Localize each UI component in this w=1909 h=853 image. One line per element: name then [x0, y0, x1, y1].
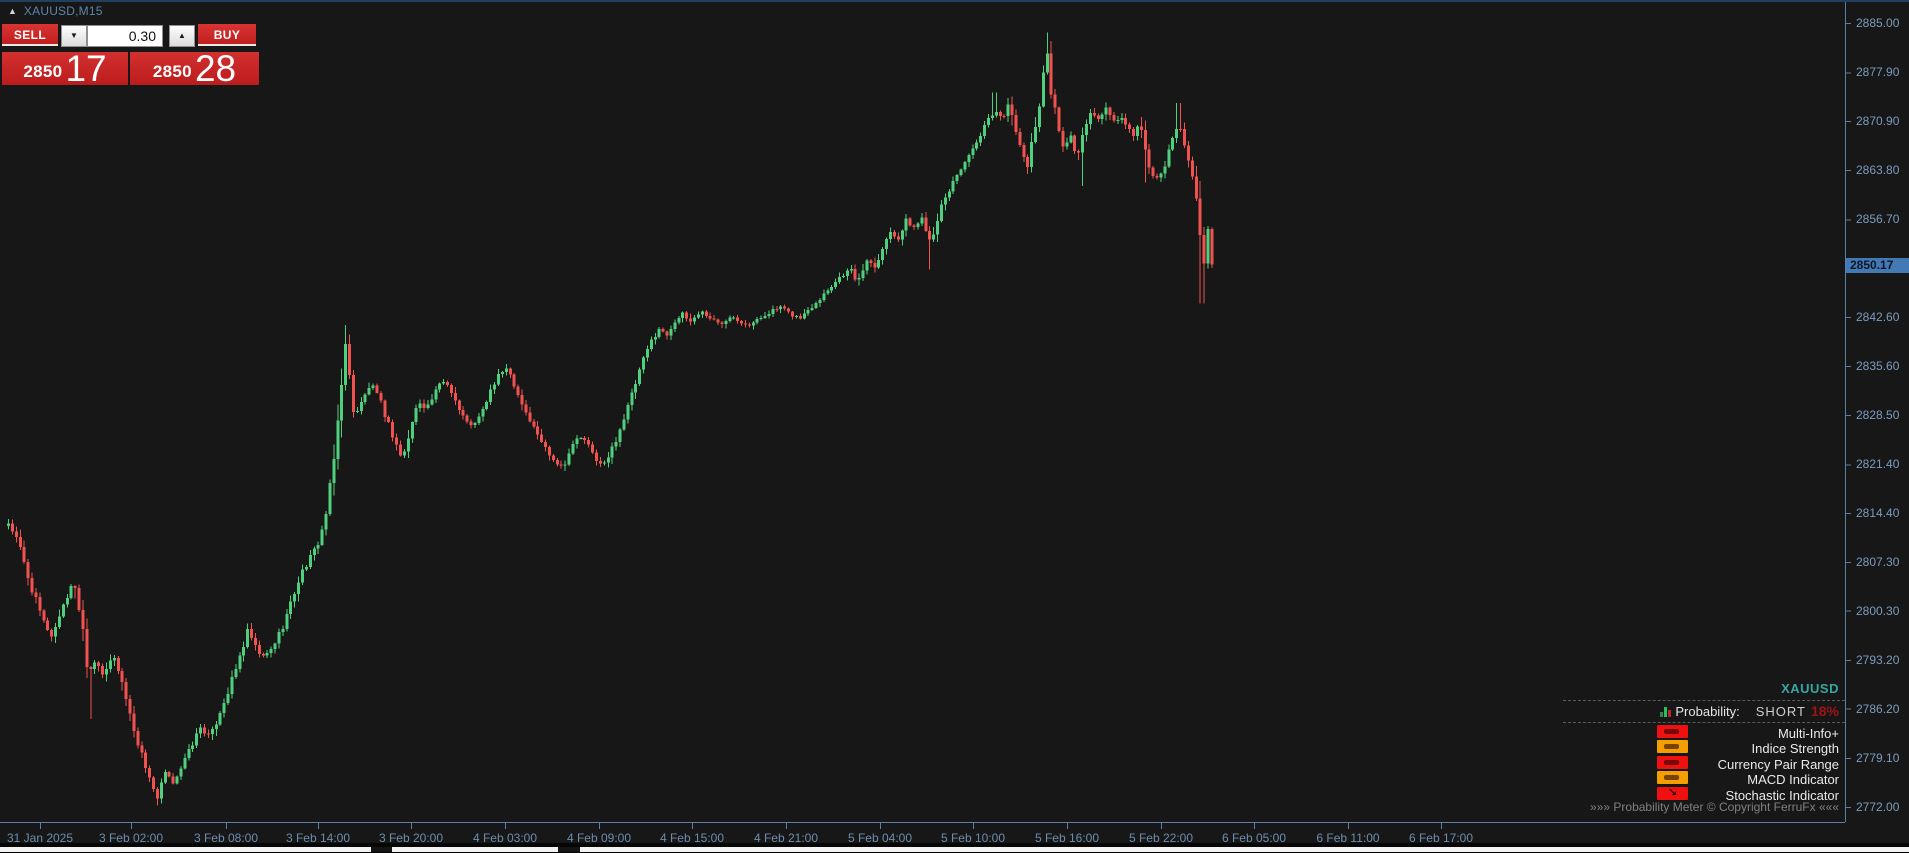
buy-price-big: 28 [194, 52, 237, 85]
price-tick-label: 2807.30 [1856, 555, 1900, 570]
indicator-row: Currency Pair Range [1563, 755, 1845, 772]
sell-button[interactable]: SELL [2, 24, 58, 46]
price-tick-label: 2779.10 [1856, 750, 1900, 765]
background-window-strip [0, 847, 1909, 852]
volume-input[interactable] [87, 25, 163, 47]
price-tick-label: 2821.40 [1856, 457, 1900, 472]
strip-gap [371, 847, 392, 852]
time-tick-label: 4 Feb 15:00 [659, 831, 725, 845]
indicator-row-label: Stochastic Indicator [1725, 787, 1839, 803]
price-tick-label: 2863.80 [1856, 163, 1900, 178]
time-tick-label: 5 Feb 10:00 [940, 831, 1006, 845]
indicator-status-block [1657, 725, 1688, 738]
volume-increase-button[interactable]: ▲ [169, 25, 195, 47]
probability-direction: SHORT [1755, 703, 1806, 719]
current-price-tag: 2850.17 [1846, 257, 1909, 273]
time-tick-label: 3 Feb 02:00 [98, 831, 164, 845]
price-tick-label: 2828.50 [1856, 408, 1900, 423]
collapse-panel-icon[interactable]: ▲ [8, 6, 17, 16]
indicator-row: ↘ Stochastic Indicator [1563, 786, 1845, 803]
time-tick-label: 5 Feb 04:00 [847, 831, 913, 845]
price-tick-label: 2772.00 [1856, 800, 1900, 815]
indicator-row-label: Currency Pair Range [1717, 756, 1839, 772]
indicator-row: Indice Strength [1563, 739, 1845, 757]
time-tick-label: 3 Feb 08:00 [193, 831, 259, 845]
price-tick-label: 2856.70 [1856, 212, 1900, 227]
price-tick-label: 2793.20 [1856, 652, 1900, 667]
strip-gap [558, 847, 580, 852]
time-tick-label: 31 Jan 2025 [6, 831, 74, 845]
probability-meter-panel: XAUUSD Probability: SHORT 18% Multi-Info… [1563, 680, 1845, 815]
mini-bars-icon [1660, 706, 1672, 717]
symbol-header: ▲ XAUUSD,M15 [8, 4, 103, 18]
time-tick-label: 5 Feb 22:00 [1128, 831, 1194, 845]
price-tick-label: 2800.30 [1856, 603, 1900, 618]
indicator-row: MACD Indicator [1563, 770, 1845, 788]
price-tick-label: 2842.60 [1856, 310, 1900, 325]
probability-value: 18% [1810, 703, 1839, 719]
time-tick-label: 3 Feb 14:00 [285, 831, 351, 845]
price-tick-label: 2835.60 [1856, 358, 1900, 373]
copyright-footer: »»» Probability Meter © Copyright FerruF… [1590, 800, 1839, 814]
indicator-row-label: Multi-Info+ [1777, 726, 1839, 741]
price-tick-label: 2814.40 [1856, 505, 1900, 520]
indicator-row-label: MACD Indicator [1747, 772, 1839, 788]
time-tick-label: 5 Feb 16:00 [1034, 831, 1100, 845]
dashed-separator [1563, 722, 1845, 723]
sell-price-small: 2850 [23, 62, 63, 81]
indicator-row: Multi-Info+ [1563, 724, 1845, 741]
price-tick-label: 2877.90 [1856, 65, 1900, 80]
indicator-status-block: ↘ [1657, 786, 1688, 800]
time-tick-label: 6 Feb 05:00 [1221, 831, 1287, 845]
probability-row: Probability: SHORT 18% [1660, 703, 1839, 719]
symbol-timeframe-label: XAUUSD,M15 [23, 4, 103, 18]
bottom-border-band [0, 843, 1909, 847]
dashed-separator [1563, 700, 1845, 701]
time-tick-label: 6 Feb 17:00 [1408, 831, 1474, 845]
sell-price-big: 17 [65, 52, 107, 85]
time-tick-label: 4 Feb 09:00 [566, 831, 632, 845]
probability-label: Probability: [1675, 703, 1740, 719]
price-tick-label: 2786.20 [1856, 701, 1900, 716]
buy-price-small: 2850 [152, 62, 192, 81]
sell-price-display[interactable]: 2850 17 [2, 52, 128, 85]
indicator-symbol-title: XAUUSD [1781, 681, 1839, 696]
time-tick-label: 3 Feb 20:00 [378, 831, 444, 845]
price-tick-label: 2870.90 [1856, 113, 1900, 128]
buy-button[interactable]: BUY [198, 24, 256, 46]
buy-price-display[interactable]: 2850 28 [130, 52, 259, 85]
indicator-status-block [1657, 755, 1688, 769]
window-top-border [0, 0, 1909, 2]
time-tick-label: 4 Feb 03:00 [472, 831, 538, 845]
time-tick-label: 6 Feb 11:00 [1316, 831, 1380, 845]
price-tick-label: 2885.00 [1856, 16, 1900, 30]
time-tick-label: 4 Feb 21:00 [753, 831, 819, 845]
indicator-status-block [1657, 771, 1688, 785]
volume-decrease-button[interactable]: ▼ [61, 25, 87, 47]
indicator-status-block [1657, 740, 1688, 754]
indicator-row-label: Indice Strength [1751, 741, 1839, 757]
